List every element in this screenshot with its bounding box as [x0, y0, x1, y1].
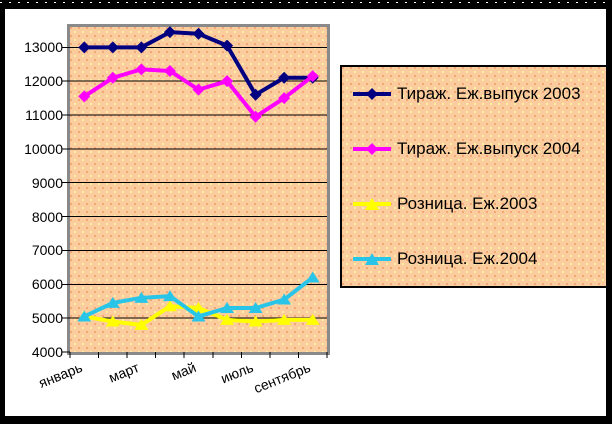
- y-tick-label: 8000: [31, 208, 63, 225]
- selection-marquee-dots: [0, 2, 612, 3]
- data-point-diamond: [249, 88, 262, 101]
- data-point-diamond: [278, 71, 291, 84]
- data-point-triangle: [162, 290, 177, 302]
- data-point-triangle: [191, 301, 206, 313]
- data-point-diamond: [78, 90, 91, 103]
- data-point-triangle: [134, 318, 149, 330]
- data-point-diamond: [106, 71, 119, 84]
- y-tick-label: 12000: [24, 73, 63, 90]
- legend-item: Тираж. Еж.выпуск 2004: [352, 139, 612, 159]
- legend-label: Розница. Еж.2003: [397, 193, 538, 213]
- y-tick-label: 10000: [24, 140, 63, 157]
- data-point-triangle: [305, 271, 320, 283]
- data-point-triangle: [220, 301, 235, 313]
- data-point-diamond: [249, 110, 262, 123]
- y-tick-label: 13000: [24, 39, 63, 56]
- data-point-triangle: [191, 310, 206, 322]
- data-point-triangle: [277, 293, 292, 305]
- y-tick-label: 5000: [31, 310, 63, 327]
- data-point-diamond: [78, 41, 91, 54]
- data-point-diamond: [221, 39, 234, 52]
- data-point-triangle: [305, 313, 320, 325]
- data-point-diamond: [135, 63, 148, 76]
- legend-label: Розница. Еж.2004: [397, 248, 538, 268]
- data-point-diamond: [163, 65, 176, 78]
- legend-triangle-icon: [353, 252, 391, 265]
- y-tick-label: 11000: [25, 107, 63, 124]
- legend-item: Тираж. Еж.выпуск 2003: [352, 84, 612, 104]
- data-point-triangle: [162, 300, 177, 312]
- data-point-diamond: [306, 70, 319, 83]
- y-tick-label: 7000: [31, 242, 63, 259]
- legend-label: Тираж. Еж.выпуск 2004: [397, 139, 581, 159]
- data-point-triangle: [248, 301, 263, 313]
- legend-diamond-icon: [353, 143, 391, 156]
- data-point-triangle: [105, 315, 120, 327]
- legend-label: Тираж. Еж.выпуск 2003: [397, 84, 581, 104]
- data-point-triangle: [77, 310, 92, 322]
- data-point-triangle: [277, 313, 292, 325]
- data-point-triangle: [220, 313, 235, 325]
- data-point-triangle: [248, 315, 263, 327]
- y-tick-label: 9000: [31, 174, 63, 191]
- y-tick-label: 4000: [31, 344, 63, 360]
- data-point-diamond: [135, 41, 148, 54]
- legend-triangle-icon: [353, 197, 391, 210]
- data-point-diamond: [221, 75, 234, 88]
- data-point-diamond: [278, 92, 291, 105]
- data-point-diamond: [192, 83, 205, 96]
- data-point-triangle: [134, 291, 149, 303]
- legend: Тираж. Еж.выпуск 2003 Тираж. Еж.выпуск 20…: [340, 65, 612, 288]
- data-point-diamond: [106, 41, 119, 54]
- legend-diamond-icon: [353, 88, 391, 101]
- legend-item: Розница. Еж.2004: [352, 249, 612, 269]
- data-point-triangle: [105, 296, 120, 308]
- legend-item: Розница. Еж.2003: [352, 194, 612, 214]
- y-tick-label: 6000: [31, 276, 63, 293]
- data-point-diamond: [192, 27, 205, 40]
- data-point-diamond: [163, 26, 176, 39]
